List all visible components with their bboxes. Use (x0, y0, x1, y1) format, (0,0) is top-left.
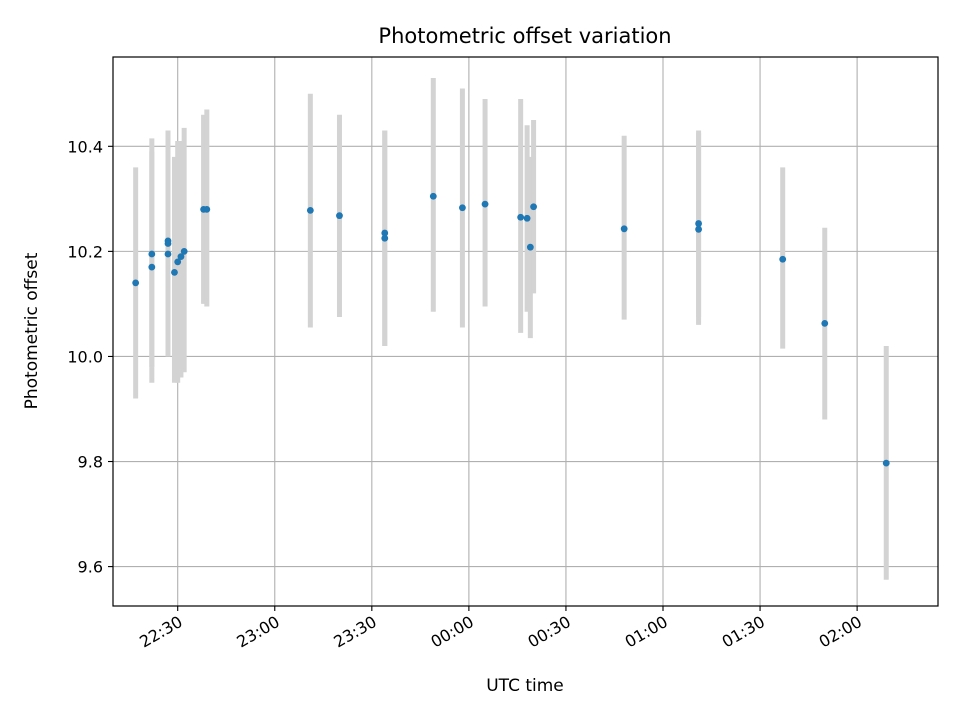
data-point (148, 263, 156, 271)
data-point (381, 234, 389, 242)
data-point (695, 220, 702, 227)
data-point (523, 214, 531, 222)
data-point (381, 229, 389, 237)
y-tick-label: 9.6 (78, 558, 103, 577)
data-point (526, 243, 534, 251)
data-point (821, 319, 829, 327)
data-point (620, 225, 628, 233)
y-tick-label: 10.2 (67, 242, 103, 261)
chart-title: Photometric offset variation (378, 24, 671, 48)
y-tick-label: 9.8 (78, 453, 103, 472)
data-point (517, 213, 525, 221)
data-point (336, 212, 343, 220)
data-point (164, 240, 172, 247)
data-point (180, 247, 188, 255)
data-point (148, 250, 156, 258)
data-point (174, 258, 182, 266)
data-point (171, 268, 178, 276)
data-point (530, 203, 537, 211)
y-tick-label: 10.0 (67, 347, 103, 366)
data-point (882, 459, 890, 467)
x-axis-title: UTC time (486, 676, 564, 696)
data-point (429, 192, 437, 200)
y-tick-label: 10.4 (67, 137, 103, 156)
plot-frame (112, 56, 939, 607)
data-point (164, 250, 172, 258)
data-point (779, 255, 787, 263)
data-point (203, 205, 211, 213)
data-point (459, 204, 466, 212)
data-point (481, 200, 489, 208)
data-point (306, 207, 314, 214)
data-point (177, 253, 185, 261)
data-point (695, 225, 702, 233)
y-axis-title: Photometric offset (22, 252, 42, 409)
point-layer (132, 192, 890, 467)
data-point (132, 279, 140, 287)
y-tick-layer: 9.6 9.8 10.0 10.2 10.4 (67, 137, 113, 577)
